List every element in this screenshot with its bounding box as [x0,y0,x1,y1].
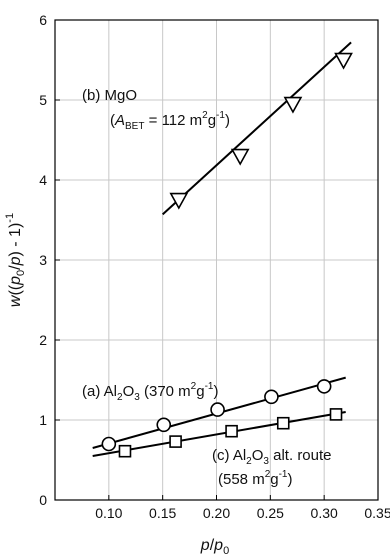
x-axis-title: p/p0 [200,537,229,557]
label-al2o3-alt-area: (558 m2g-1) [218,469,293,488]
axes: 0.10 0.15 0.20 0.25 0.30 0.35 0 1 2 3 4 5 6 [39,12,390,521]
circle-marker [264,389,279,405]
circle-marker [210,402,225,417]
x-tick-label: 0.10 [95,505,122,521]
square-marker [276,416,290,430]
data-markers [101,52,353,458]
y-tick-label: 5 [39,92,47,108]
x-tick-label: 0.25 [257,505,284,521]
y-tick-label: 3 [39,252,47,268]
grid [55,20,378,500]
y-tick-label: 6 [39,12,47,28]
label-al2o3-alt: (c) Al2O3 alt. route [212,447,332,467]
triangle-marker [334,52,353,70]
square-marker [329,408,343,421]
x-tick-label: 0.35 [364,505,390,521]
label-al2o3: (a) Al2O3 (370 m2g-1) [82,381,218,403]
x-tick-label: 0.30 [311,505,338,521]
circle-marker [156,417,172,433]
y-tick-label: 4 [39,172,47,188]
circle-marker [316,379,332,394]
y-tick-label: 1 [39,412,47,428]
label-mgo: (b) MgO [82,87,137,104]
y-tick-label: 0 [39,492,47,508]
x-tick-label: 0.20 [203,505,230,521]
square-marker [169,435,182,448]
triangle-marker [283,96,303,114]
triangle-marker [230,148,250,166]
circle-marker [101,436,117,452]
y-tick-label: 2 [39,332,47,348]
square-marker [225,424,238,438]
y-axis-title: w((p0/p) - 1)-1 [4,213,27,307]
square-marker [118,444,132,458]
fit-line-0 [161,41,352,216]
x-tick-label: 0.15 [149,505,176,521]
label-mgo-abet: (ABET = 112 m2g-1) [110,110,230,132]
triangle-marker [169,192,189,210]
fit-line-2 [92,411,346,457]
